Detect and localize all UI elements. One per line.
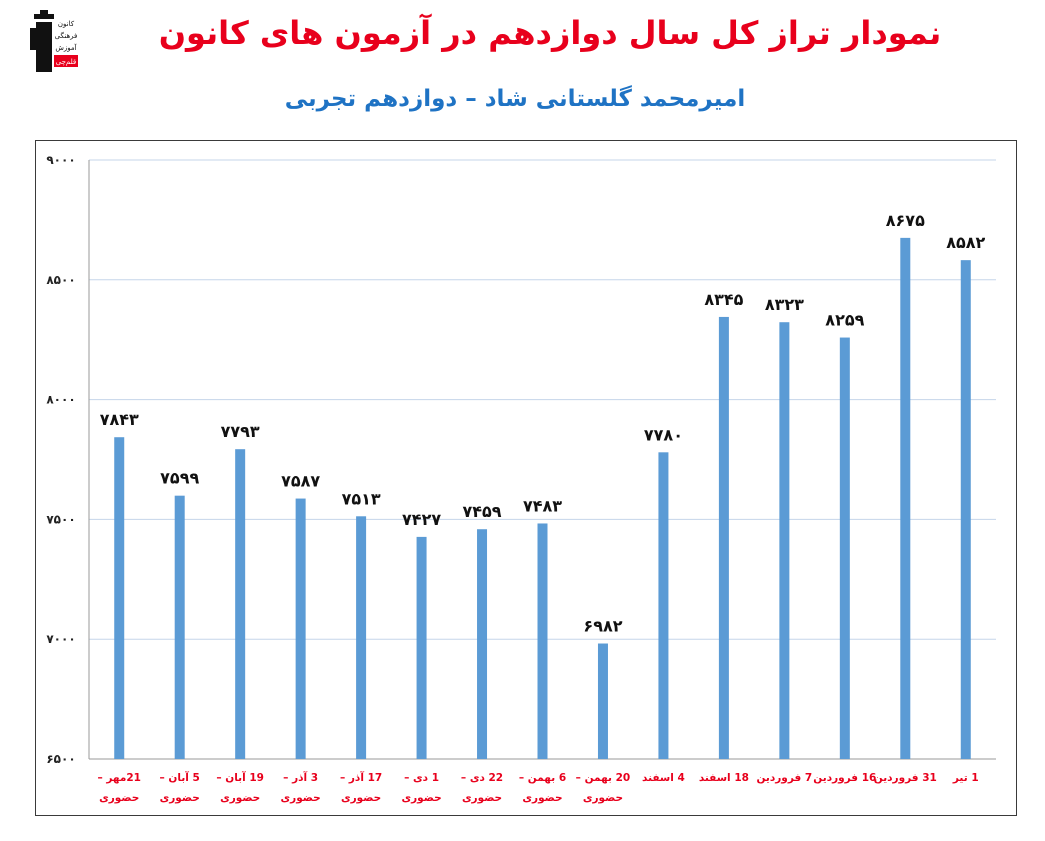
y-tick-label: ۹۰۰۰ [46, 153, 75, 167]
x-tick-line: 5 آبان – [160, 771, 200, 784]
data-label: ۷۷۸۰ [644, 425, 683, 444]
bar [960, 260, 971, 759]
y-tick-label: ۷۵۰۰ [46, 512, 75, 526]
bar [114, 437, 125, 759]
y-tick-label: ۷۰۰۰ [46, 632, 75, 646]
x-tick-line: 31 فروردین [874, 772, 937, 784]
bar [477, 529, 488, 759]
y-tick-label: ۶۵۰۰ [46, 752, 75, 766]
bar [658, 452, 669, 759]
data-label: ۸۳۲۳ [765, 295, 804, 314]
data-label: ۸۲۵۹ [825, 311, 864, 330]
x-tick-line: 4 اسفند [642, 772, 685, 784]
bar [235, 449, 246, 759]
x-tick-label: 1 دی – حضوری [401, 772, 441, 804]
x-tick-label: 7 فروردین [756, 772, 812, 784]
bar-chart: ۶۵۰۰ ۷۰۰۰ ۷۵۰۰ ۸۰۰۰ ۸۵۰۰ ۹۰۰۰ ۷۸۴۳ ۷۵۹۹ ۷۷۹۳ ۷۵۸… [46, 153, 996, 804]
x-tick-line: حضوری [401, 792, 441, 804]
bar [537, 523, 548, 759]
data-label: ۷۵۸۷ [281, 472, 320, 491]
logo-text-2: فرهنگی [55, 31, 78, 40]
x-tick-label: 16 فروردین [813, 772, 876, 784]
x-tick-label: 18 اسفند [699, 772, 749, 784]
x-tick-line: 1 تیر [952, 772, 979, 784]
x-tick-line: 21مهر – [97, 772, 141, 784]
x-tick-line: حضوری [522, 792, 562, 804]
data-label: ۷۸۴۳ [100, 410, 139, 429]
y-tick-label: ۸۰۰۰ [46, 393, 75, 407]
logo-text-3: آموزش [55, 43, 77, 52]
x-tick-label: 20 بهمن – حضوری [576, 772, 631, 804]
bar [779, 322, 790, 759]
bar [597, 643, 608, 759]
x-tick-line: حضوری [281, 792, 321, 804]
chart-title: نمودار تراز کل سال دوازدهم در آزمون های … [158, 14, 942, 52]
logo-text-4: قلم‌چی [56, 58, 76, 66]
data-label: ۷۷۹۳ [221, 422, 260, 441]
data-label: ۷۴۸۳ [523, 496, 562, 515]
x-tick-line: حضوری [583, 792, 623, 804]
data-label: ۷۴۵۹ [463, 502, 502, 521]
data-label: ۷۵۹۹ [160, 469, 199, 488]
chart-subtitle: امیرمحمد گلستانی شاد – دوازدهم تجربی [284, 86, 746, 112]
bar [174, 495, 185, 759]
data-label: ۷۴۲۷ [402, 510, 441, 529]
x-tick-line: حضوری [99, 792, 139, 804]
x-tick-line: 20 بهمن – [576, 772, 631, 784]
x-tick-line: 1 دی – [404, 772, 439, 784]
x-tick-line: 7 فروردین [756, 772, 812, 784]
data-label: ۸۵۸۲ [946, 233, 985, 252]
bar-series [114, 237, 971, 759]
x-tick-line: حضوری [220, 792, 260, 804]
x-tick-label: 6 بهمن – حضوری [519, 772, 566, 804]
x-tick-label: 3 آذر – حضوری [281, 771, 321, 804]
data-label: ۸۶۷۵ [886, 211, 925, 230]
logo-text-1: کانون [58, 20, 75, 28]
bar [356, 516, 367, 759]
x-tick-line: 3 آذر – [283, 771, 318, 784]
x-tick-line: 17 آذر – [340, 771, 382, 784]
x-tick-label: 5 آبان – حضوری [160, 771, 200, 804]
data-label: ۶۹۸۲ [583, 617, 622, 636]
x-tick-label: 1 تیر [952, 772, 979, 784]
x-tick-line: 6 بهمن – [519, 772, 566, 784]
x-tick-line: 18 اسفند [699, 772, 749, 784]
x-tick-label: 17 آذر – حضوری [340, 771, 382, 804]
data-label: ۷۵۱۳ [342, 489, 381, 508]
x-tick-label: 22 دی – حضوری [461, 772, 503, 804]
y-axis: ۶۵۰۰ ۷۰۰۰ ۷۵۰۰ ۸۰۰۰ ۸۵۰۰ ۹۰۰۰ [46, 153, 996, 766]
x-tick-label: 4 اسفند [642, 772, 685, 784]
x-tick-line: حضوری [341, 792, 381, 804]
x-tick-label: 19 آبان – حضوری [216, 771, 264, 804]
kanoon-logo: کانون فرهنگی آموزش قلم‌چی [26, 10, 82, 76]
x-tick-line: حضوری [160, 792, 200, 804]
bar [295, 498, 306, 759]
data-labels: ۷۸۴۳ ۷۵۹۹ ۷۷۹۳ ۷۵۸۷ ۷۵۱۳ ۷۴۲۷ ۷۴۵۹ ۷۴۸۳ ۶۹۸۲ ۷۷۸۰… [100, 211, 986, 636]
x-tick-line: حضوری [462, 792, 502, 804]
x-tick-line: 22 دی – [461, 772, 503, 784]
bar [718, 316, 729, 759]
y-tick-label: ۸۵۰۰ [46, 273, 75, 287]
data-label: ۸۳۴۵ [704, 290, 743, 309]
bar [416, 536, 427, 759]
x-tick-line: 16 فروردین [813, 772, 876, 784]
bar [839, 337, 850, 759]
bar [900, 237, 911, 759]
x-tick-label: 21مهر – حضوری [97, 772, 141, 804]
chart-frame [35, 140, 1017, 816]
x-tick-label: 31 فروردین [874, 772, 937, 784]
x-tick-line: 19 آبان – [216, 771, 264, 784]
